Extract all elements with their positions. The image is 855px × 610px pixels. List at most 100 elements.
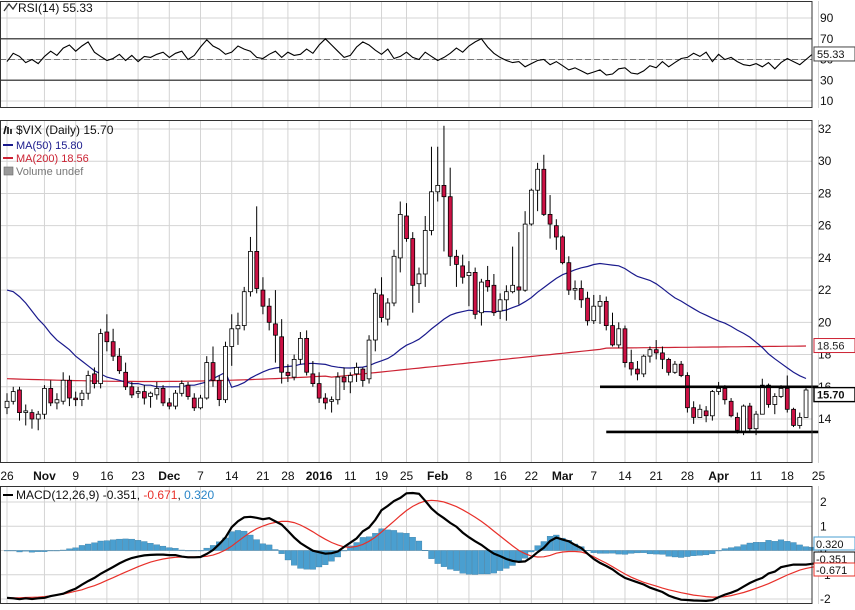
ma50-line <box>6 262 807 389</box>
macd-histogram-bar <box>322 550 329 565</box>
macd-histogram-bar <box>297 550 304 569</box>
macd-histogram-bar <box>203 547 210 551</box>
rsi-title: RSI(14) 55.33 <box>18 1 93 15</box>
candle-down <box>541 168 547 215</box>
macd-histogram-bar <box>534 545 541 551</box>
macd-histogram-bar <box>746 542 753 551</box>
candle-down <box>635 368 640 375</box>
candle-up <box>710 391 715 417</box>
candle-down <box>784 387 790 410</box>
date-tick-label: 22 <box>525 469 539 483</box>
macd-histogram-bar <box>10 550 17 552</box>
candle-up <box>503 291 509 301</box>
data-layer <box>0 38 828 603</box>
candle-down <box>491 284 497 314</box>
candle-up <box>778 387 784 397</box>
macd-histogram-bar <box>159 545 167 551</box>
candle-up <box>803 389 809 418</box>
panel-frame <box>0 486 813 604</box>
ma200-price-label: 18.56 <box>817 341 845 353</box>
macd-histogram-bar <box>41 550 48 552</box>
date-tick-label: 8 <box>466 469 473 483</box>
date-tick-label: Dec <box>158 469 180 483</box>
candle-down <box>660 352 665 360</box>
candle-down <box>316 383 322 399</box>
candle-down <box>566 262 572 291</box>
candle-up <box>354 366 359 375</box>
date-tick-label: 2016 <box>306 469 333 483</box>
macd-histogram-bar <box>678 550 685 558</box>
macd-title-histogram: 0.320 <box>184 488 214 502</box>
candle-down <box>578 288 584 301</box>
candle-down <box>185 384 191 397</box>
date-tick-label: Nov <box>33 469 56 483</box>
macd-histogram-bar <box>659 550 666 555</box>
macd-histogram-bar <box>135 540 142 551</box>
candle-up <box>60 379 66 402</box>
panel-frame <box>0 120 813 463</box>
macd-histogram-bar <box>472 550 479 575</box>
candle-up <box>79 392 85 401</box>
macd-histogram-bar <box>47 550 54 552</box>
macd-histogram-bar <box>759 542 766 551</box>
date-tick-label: 21 <box>650 469 664 483</box>
candle-up <box>466 271 472 276</box>
macd-histogram-bar <box>72 547 79 551</box>
candle-up <box>422 230 428 275</box>
macd-histogram-bar <box>16 550 23 553</box>
macd-histogram-bar <box>459 550 466 574</box>
ma50-legend-label: MA(50) 15.80 <box>16 140 83 152</box>
macd-tick-label: 1 <box>820 519 827 533</box>
candle-up <box>385 302 391 320</box>
candle-up <box>198 397 203 409</box>
date-tick-label: 18 <box>781 469 795 483</box>
candle-up <box>329 399 335 402</box>
candle-down <box>766 384 771 405</box>
macd-histogram-bar <box>484 550 491 575</box>
macd-histogram-bar <box>728 547 735 551</box>
candle-up <box>366 339 372 380</box>
macd-histogram-bar <box>97 540 104 551</box>
macd-histogram-bar <box>166 547 173 551</box>
candle-up <box>347 375 353 383</box>
candle-down <box>472 271 478 315</box>
price-tick-label: 22 <box>818 283 832 297</box>
candle-down <box>73 397 78 401</box>
macd-histogram-bar <box>465 550 472 575</box>
candle-up <box>148 392 153 397</box>
date-tick-label: Feb <box>427 469 448 483</box>
candle-down <box>454 255 459 265</box>
candle-down <box>160 387 166 404</box>
candle-up <box>772 395 778 405</box>
candle-up <box>672 363 678 373</box>
candle-down <box>104 331 110 343</box>
macd-histogram-bar <box>266 544 273 551</box>
candle-down <box>117 355 122 372</box>
candle-up <box>435 184 441 193</box>
candle-down <box>341 376 347 383</box>
price-tick-label: 28 <box>818 186 832 200</box>
candle-down <box>110 341 116 357</box>
candle-down <box>29 412 35 420</box>
macd-histogram-bar <box>147 543 154 551</box>
candle-down <box>141 391 147 399</box>
candle-up <box>179 383 185 394</box>
macd-histogram-bar <box>241 530 248 551</box>
candle-up <box>391 255 397 304</box>
date-tick-label: 14 <box>225 469 239 483</box>
candle-up <box>154 387 160 396</box>
last-price-tag <box>813 386 855 403</box>
candle-up <box>4 400 10 409</box>
macd-histogram-bar <box>478 550 485 575</box>
candle-down <box>447 196 453 257</box>
macd-histogram-bar <box>422 550 429 551</box>
macd-histogram-bar <box>615 550 622 555</box>
candle-down <box>48 387 54 404</box>
ma200-legend-label: MA(200) 18.56 <box>16 153 89 165</box>
macd-histogram-bar <box>734 546 741 551</box>
candle-down <box>404 215 409 240</box>
macd-histogram-bar <box>22 550 29 552</box>
rsi-tick-label: 90 <box>820 11 834 25</box>
